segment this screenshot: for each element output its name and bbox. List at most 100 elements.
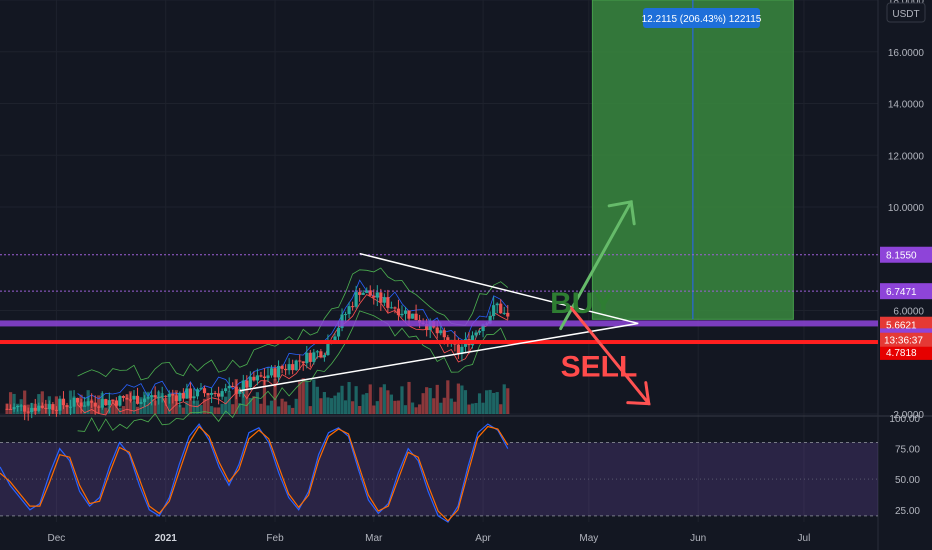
volume-bar xyxy=(506,388,510,414)
candle-body xyxy=(410,313,415,319)
volume-bar xyxy=(358,405,362,414)
candle-body xyxy=(68,406,73,408)
currency-box[interactable]: USDT xyxy=(886,2,926,23)
price-tick: 16.0000 xyxy=(888,48,925,59)
candle-body xyxy=(273,368,277,378)
candle-body xyxy=(439,330,443,334)
candle-body xyxy=(301,361,305,364)
volume-bar xyxy=(209,406,214,414)
volume-bar xyxy=(442,397,446,414)
candle-body xyxy=(248,376,252,388)
candle-body xyxy=(181,392,185,399)
candle-body xyxy=(157,396,161,398)
price-label-text: 4.7818 xyxy=(886,348,917,359)
candle-body xyxy=(209,392,214,395)
candle-body xyxy=(425,324,429,331)
volume-bar xyxy=(171,395,175,414)
candle-body xyxy=(153,395,157,398)
volume-bar xyxy=(386,390,390,414)
volume-bar xyxy=(372,405,376,414)
volume-bar xyxy=(347,382,351,414)
time-tick: Dec xyxy=(48,533,66,544)
time-tick: May xyxy=(579,533,598,544)
candle-body xyxy=(351,306,355,308)
candle-body xyxy=(93,402,97,407)
volume-bar xyxy=(319,398,323,414)
candle-body xyxy=(354,292,358,307)
candle-body xyxy=(202,388,207,394)
buy-arrow-head xyxy=(607,200,636,226)
volume-bar xyxy=(238,403,242,414)
time-tick: Apr xyxy=(475,533,491,544)
candles xyxy=(5,285,510,421)
candle-body xyxy=(135,395,140,404)
candle-body xyxy=(220,391,224,397)
candle-body xyxy=(114,400,118,406)
time-tick: 2021 xyxy=(155,533,178,544)
candle-body xyxy=(393,307,397,309)
volume-bar xyxy=(153,400,157,414)
candle-body xyxy=(375,292,379,298)
volume-bar xyxy=(425,387,429,414)
indicator-line xyxy=(77,267,509,381)
volume-bar xyxy=(467,404,471,414)
price-label-box xyxy=(880,343,932,360)
price-label-box xyxy=(880,283,932,300)
volume-bar xyxy=(114,402,118,414)
volume-bar xyxy=(407,381,411,414)
volume-bar xyxy=(195,400,200,414)
volume-bar xyxy=(132,401,136,414)
candle-body xyxy=(79,402,83,407)
triangle-pattern[interactable] xyxy=(239,252,639,392)
volume-bar xyxy=(75,401,80,414)
stoch-tick: 100.00 xyxy=(889,414,920,425)
buy-label: BUY xyxy=(550,287,613,320)
candle-body xyxy=(164,395,168,397)
annotations[interactable]: BUY SELL xyxy=(550,200,651,406)
volume-bar xyxy=(135,406,140,414)
volume-bar xyxy=(111,399,115,414)
volume-bar xyxy=(206,394,210,414)
level-band-purple[interactable] xyxy=(0,320,878,327)
volume-bar xyxy=(361,394,365,414)
candle-body xyxy=(259,375,263,377)
time-tick: Jul xyxy=(798,533,811,544)
level-line-red[interactable] xyxy=(0,340,878,345)
price-label-text: 8.1550 xyxy=(886,251,917,262)
candle-body xyxy=(75,397,80,403)
candle-body xyxy=(100,399,104,408)
volume-bar xyxy=(449,398,453,414)
volume-bar xyxy=(418,404,422,414)
candle-body xyxy=(128,399,133,401)
volume-bar xyxy=(499,404,503,414)
volume-bar xyxy=(305,380,309,414)
candle-body xyxy=(213,392,217,394)
candle-body xyxy=(54,409,59,411)
volume-bar xyxy=(368,384,372,414)
candle-body xyxy=(326,342,330,356)
candle-body xyxy=(111,400,115,402)
time-axis[interactable]: Dec 2021 Feb Mar Apr May Jun Jul xyxy=(48,533,811,544)
volume-bar xyxy=(474,403,478,414)
volume-bar xyxy=(492,392,496,414)
candle-body xyxy=(358,292,362,295)
volume-bar xyxy=(248,397,252,414)
volume-bar xyxy=(104,407,108,414)
triangle-lower-line[interactable] xyxy=(239,322,639,392)
volume-bar xyxy=(351,401,355,414)
price-label-box xyxy=(880,246,932,263)
candle-body xyxy=(125,397,129,400)
indicator-line xyxy=(77,279,509,400)
volume-bar xyxy=(224,396,228,414)
volume-bar xyxy=(160,393,164,414)
measure-tooltip: 12.2115 (206.43%) 122115 xyxy=(642,8,762,28)
candle-body xyxy=(245,380,249,388)
stoch-band xyxy=(0,442,878,516)
volume-bar xyxy=(298,381,302,414)
candle-body xyxy=(499,303,503,314)
volume-bar xyxy=(393,400,397,414)
candle-body xyxy=(171,393,175,396)
triangle-upper-line[interactable] xyxy=(359,252,639,325)
target-zone xyxy=(591,0,794,320)
